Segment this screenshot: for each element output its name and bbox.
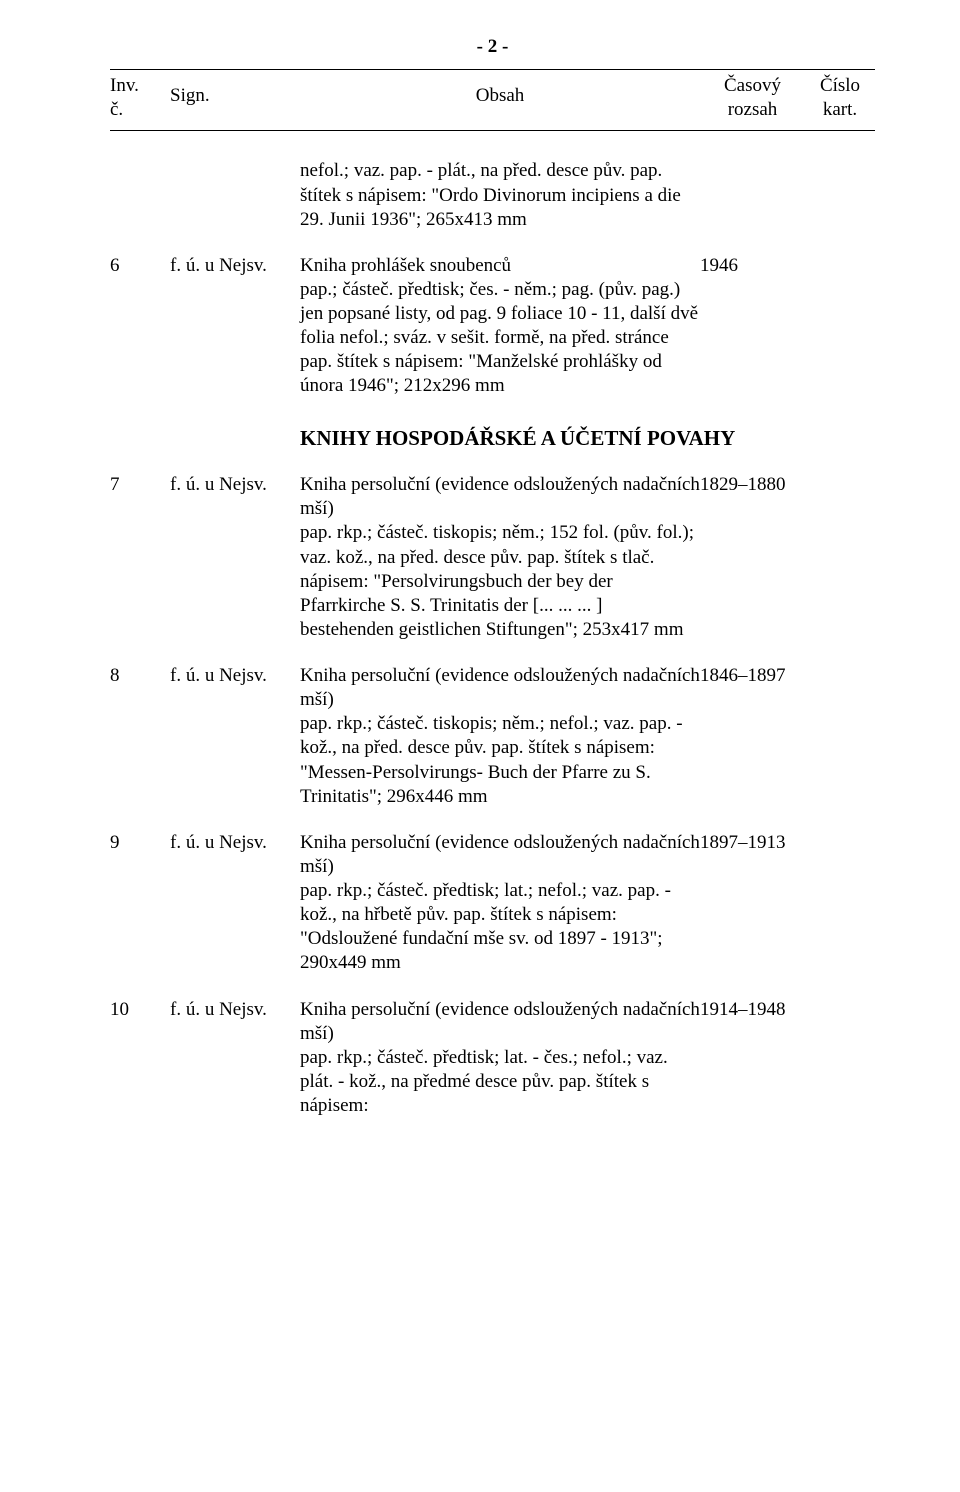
entry-inv: 8 (110, 664, 170, 809)
entry-sign: f. ú. u Nejsv. (170, 998, 300, 1119)
entry-obsah: Kniha persoluční (evidence odsloužených … (300, 664, 700, 809)
entry-sign (170, 159, 300, 231)
entry-obsah: nefol.; vaz. pap. - plát., na před. desc… (300, 159, 700, 231)
entry-rozsah: 1914–1948 (700, 998, 805, 1119)
entry-sign: f. ú. u Nejsv. (170, 664, 300, 809)
entry-sign: f. ú. u Nejsv. (170, 831, 300, 976)
entry-kart (805, 831, 875, 976)
header-sign: Sign. (170, 70, 300, 130)
entry-rozsah: 1846–1897 (700, 664, 805, 809)
header-table: Inv. č. Sign. Obsah Časový rozsah Číslo … (110, 70, 875, 130)
entry-inv: 10 (110, 998, 170, 1119)
entry-5: 10 f. ú. u Nejsv. Kniha persoluční (evid… (110, 998, 875, 1119)
entry-obsah: Kniha persoluční (evidence odsloužených … (300, 473, 700, 642)
header-inv: Inv. č. (110, 70, 170, 130)
entry-sign: f. ú. u Nejsv. (170, 254, 300, 399)
entry-kart (805, 473, 875, 642)
entry-kart (805, 664, 875, 809)
entry-kart (805, 254, 875, 399)
entry-obsah: Kniha persoluční (evidence odsloužených … (300, 831, 700, 976)
entry-inv: 6 (110, 254, 170, 399)
entry-inv: 7 (110, 473, 170, 642)
header-obsah: Obsah (300, 70, 700, 130)
header-row: Inv. č. Sign. Obsah Časový rozsah Číslo … (110, 70, 875, 130)
header-kart: Číslo kart. (805, 70, 875, 130)
entry-sign: f. ú. u Nejsv. (170, 473, 300, 642)
entry-inv (110, 159, 170, 231)
entry-kart (805, 159, 875, 231)
entry-rozsah: 1946 (700, 254, 805, 399)
header-bottom-rule (110, 130, 875, 131)
entry-0: nefol.; vaz. pap. - plát., na před. desc… (110, 159, 875, 231)
entry-rozsah (700, 159, 805, 231)
entry-2: 7 f. ú. u Nejsv. Kniha persoluční (evide… (110, 473, 875, 642)
entry-rozsah: 1897–1913 (700, 831, 805, 976)
header-rozsah: Časový rozsah (700, 70, 805, 130)
entry-inv: 9 (110, 831, 170, 976)
entry-1: 6 f. ú. u Nejsv. Kniha prohlášek snouben… (110, 254, 875, 399)
entry-3: 8 f. ú. u Nejsv. Kniha persoluční (evide… (110, 664, 875, 809)
page-number: - 2 - (110, 35, 875, 59)
entry-obsah: Kniha persoluční (evidence odsloužených … (300, 998, 700, 1119)
entry-obsah: Kniha prohlášek snoubenců pap.; částeč. … (300, 254, 700, 399)
entry-kart (805, 998, 875, 1119)
entry-rozsah: 1829–1880 (700, 473, 805, 642)
section-heading: KNIHY HOSPODÁŘSKÉ A ÚČETNÍ POVAHY (110, 425, 875, 452)
entry-4: 9 f. ú. u Nejsv. Kniha persoluční (evide… (110, 831, 875, 976)
